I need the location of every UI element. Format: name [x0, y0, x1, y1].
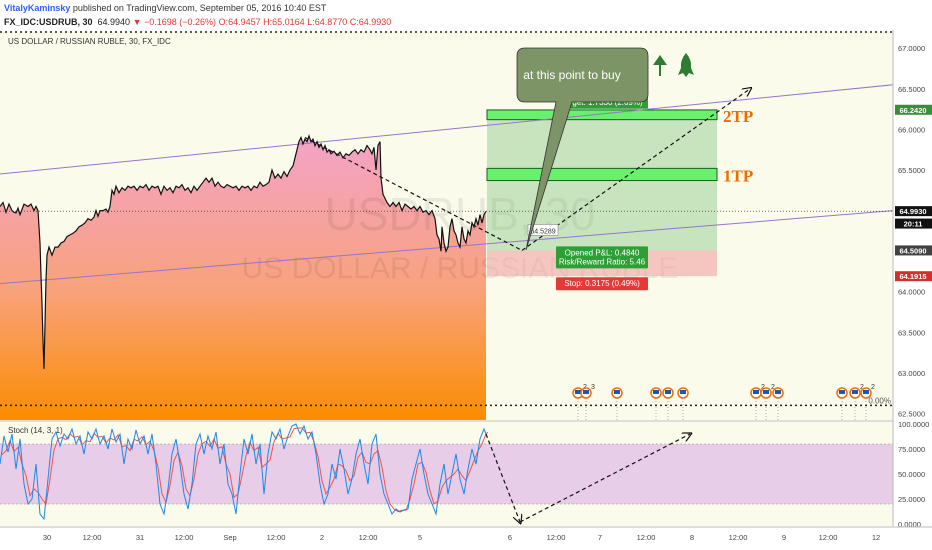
event-marker[interactable]: [650, 387, 662, 420]
tp-zone-label: 1TP: [723, 166, 753, 185]
stoch-projection-down: [485, 433, 520, 522]
rocket-icon: [678, 53, 694, 77]
price-label-text: 66.2420: [899, 106, 926, 115]
price-label-text: 64.1915: [899, 272, 926, 281]
price-tick: 63.5000: [898, 328, 925, 337]
callout-text: at this point to buy: [523, 68, 620, 82]
event-marker[interactable]: 2: [760, 384, 775, 420]
open-value: O:64.9457: [218, 17, 261, 27]
time-tick: 12:00: [819, 533, 838, 542]
event-marker[interactable]: 2: [750, 384, 765, 420]
event-marker[interactable]: [611, 387, 623, 420]
time-tick: 6: [508, 533, 512, 542]
time-tick: 31: [136, 533, 144, 542]
chart-title: US DOLLAR / RUSSIAN RUBLE, 30, FX_IDC: [8, 37, 171, 46]
time-tick: 12:00: [729, 533, 748, 542]
time-tick: 12:00: [547, 533, 566, 542]
time-tick: Sep: [223, 533, 236, 542]
high-value: H:65.0164: [263, 17, 305, 27]
stoch-k-line: [0, 423, 487, 521]
publish-text: published on TradingView.com, September …: [72, 3, 327, 13]
tp-zone-1: [486, 109, 718, 121]
projection-up: [521, 89, 750, 251]
time-tick: 30: [43, 533, 51, 542]
stoch-tick: 25.0000: [898, 495, 925, 504]
position-label-text: Stop: 0.3175 (0.49%): [564, 279, 640, 288]
event-count: 3: [591, 384, 595, 391]
event-marker[interactable]: [677, 387, 689, 420]
time-tick: 12:00: [175, 533, 194, 542]
stoch-tick: 75.0000: [898, 445, 925, 454]
stoch-tick: 100.0000: [898, 420, 929, 429]
low-value: L:64.8770: [307, 17, 348, 27]
event-count: 2: [871, 384, 875, 391]
price-tick: 66.5000: [898, 85, 925, 94]
event-marker[interactable]: 3: [580, 384, 595, 420]
event-count: 2: [860, 384, 864, 391]
price-tick: 64.0000: [898, 288, 925, 297]
time-tick: 7: [598, 533, 602, 542]
last-price: 64.9940: [97, 17, 131, 27]
close-value: C:64.9930: [349, 17, 392, 27]
stoch-tick: 50.0000: [898, 470, 925, 479]
up-arrow-icon: [653, 55, 667, 76]
time-tick: 12:00: [267, 533, 286, 542]
time-tick: 2: [320, 533, 324, 542]
projection-down: [304, 136, 523, 251]
channel-upper-line[interactable]: [0, 84, 894, 175]
entry-tag-text: 64.5289: [530, 228, 555, 235]
time-tick: 8: [690, 533, 694, 542]
price-area-fill: [0, 135, 486, 420]
stoch-projection-up: [519, 434, 690, 523]
tp-zone-2: [486, 167, 718, 182]
tp-zone-label: 2TP: [723, 107, 753, 126]
price-tick: 67.0000: [898, 44, 925, 53]
stoch-tick: 0.0000: [898, 520, 921, 529]
stoch-band: [0, 444, 893, 504]
position-label-text: Opened P&L: 0.4840: [565, 248, 640, 257]
entry-tag: [527, 224, 559, 236]
price-label-box: [895, 206, 932, 217]
event-count: 2: [771, 384, 775, 391]
channel-lower-line[interactable]: [0, 210, 894, 285]
stoch-title: Stoch (14, 3, 1): [8, 426, 63, 435]
symbol-label: FX_IDC:USDRUB, 30: [4, 17, 93, 27]
event-count: 2: [761, 384, 765, 391]
price-line: [0, 134, 487, 369]
price-label-box: [895, 271, 932, 282]
stop-label: Stop: 0.3175 (0.49%): [556, 277, 648, 291]
event-marker[interactable]: 2: [849, 384, 864, 420]
price-label-box: [895, 218, 932, 229]
price-label-box: [895, 104, 932, 115]
price-tick: 65.5000: [898, 166, 925, 175]
time-tick: 12:00: [637, 533, 656, 542]
time-tick: 12: [872, 533, 880, 542]
buy-callout[interactable]: at this point to buy: [516, 47, 649, 251]
price-label-text: 64.9930: [899, 207, 926, 216]
price-tick: 66.0000: [898, 125, 925, 134]
price-label-box: [895, 245, 932, 256]
price-tick: 63.0000: [898, 369, 925, 378]
event-marker[interactable]: 2: [860, 384, 875, 420]
time-tick: 5: [418, 533, 422, 542]
quote-line: FX_IDC:USDRUB, 30 64.9940 ▼ −0.1698 (−0.…: [4, 17, 391, 27]
price-tick: 62.5000: [898, 410, 925, 419]
event-marker[interactable]: [772, 387, 784, 420]
time-tick: 9: [782, 533, 786, 542]
time-tick: 12:00: [83, 533, 102, 542]
position-label-text: Risk/Reward Ratio: 5.46: [559, 257, 646, 266]
level-label: 0.00%: [868, 396, 891, 405]
author-link[interactable]: VitalyKaminsky: [4, 3, 71, 13]
publish-line: VitalyKaminsky published on TradingView.…: [4, 3, 326, 13]
event-marker[interactable]: [662, 387, 674, 420]
event-marker[interactable]: [836, 387, 848, 420]
price-label-text: 20:11: [904, 220, 923, 229]
price-change: ▼ −0.1698 (−0.26%): [132, 17, 217, 27]
time-tick: 12:00: [359, 533, 378, 542]
price-label-text: 64.5090: [899, 246, 926, 255]
